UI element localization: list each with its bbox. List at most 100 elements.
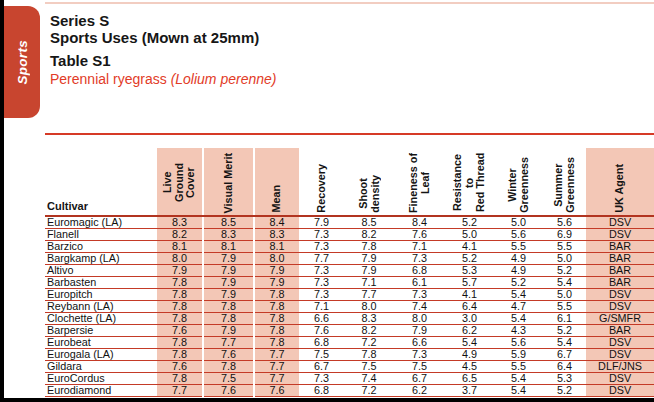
header-titles: Series S Sports Uses (Mown at 25mm) Tabl… (50, 12, 610, 87)
rating-cell: 5.2 (445, 253, 494, 265)
rating-cell: 8.5 (203, 216, 254, 229)
rating-cell: 8.5 (344, 216, 394, 229)
rating-cell: 8.3 (157, 216, 203, 229)
rating-cell: 6.5 (445, 373, 494, 385)
column-header-live-ground-cover: Live Ground Cover (157, 148, 203, 216)
rating-cell: 8.0 (394, 313, 445, 325)
column-header-visual-merit: Visual Merit (203, 148, 254, 216)
rating-cell: 7.3 (299, 289, 344, 301)
cultivar-cell: Flanell (45, 229, 157, 241)
table-row: Barpersie7.67.97.87.68.27.96.24.35.2BAR (45, 325, 654, 337)
rating-cell: 8.1 (157, 241, 203, 253)
rating-cell: 7.6 (254, 385, 299, 397)
column-header-recovery: Recovery (299, 148, 344, 216)
header-row: Cultivar Live Ground Cover Visual Merit … (45, 148, 654, 216)
rating-cell: 4.5 (445, 361, 494, 373)
rating-cell: 5.0 (543, 253, 586, 265)
rating-cell: 7.9 (203, 325, 254, 337)
rating-cell: 7.4 (344, 373, 394, 385)
rating-cell: 4.1 (445, 241, 494, 253)
rating-cell: 8.0 (157, 253, 203, 265)
rating-cell: 5.7 (445, 277, 494, 289)
rating-cell: 7.8 (254, 301, 299, 313)
table-body: Euromagic (LA)8.38.58.47.98.58.45.25.05.… (45, 216, 654, 397)
uk-agent-cell: DSV (586, 337, 654, 349)
rating-cell: 4.9 (494, 265, 543, 277)
rating-cell: 5.6 (494, 229, 543, 241)
rating-cell: 5.4 (543, 277, 586, 289)
rating-cell: 8.1 (254, 241, 299, 253)
rating-cell: 7.9 (203, 289, 254, 301)
rating-cell: 7.6 (394, 229, 445, 241)
uk-agent-cell: BAR (586, 253, 654, 265)
column-header-winter-greenness: Winter Greenness (494, 148, 543, 216)
column-header-summer-greenness: Summer Greenness (543, 148, 586, 216)
rating-cell: 8.2 (344, 229, 394, 241)
table-row: Eurobeat7.87.77.86.87.26.65.45.65.4DSV (45, 337, 654, 349)
cultivar-cell: EuroCordus (45, 373, 157, 385)
cultivar-cell: Eurogala (LA) (45, 349, 157, 361)
uk-agent-cell: BAR (586, 277, 654, 289)
rating-cell: 7.7 (254, 373, 299, 385)
rating-cell: 4.7 (494, 301, 543, 313)
rating-cell: 4.1 (445, 289, 494, 301)
rating-cell: 7.9 (203, 265, 254, 277)
rating-cell: 5.2 (494, 277, 543, 289)
rating-cell: 5.4 (494, 289, 543, 301)
cultivar-cell: Eurobeat (45, 337, 157, 349)
rating-cell: 7.8 (203, 313, 254, 325)
uk-agent-cell: DSV (586, 349, 654, 361)
series-title: Series S (50, 12, 610, 29)
rating-cell: 3.0 (445, 313, 494, 325)
rating-cell: 7.3 (394, 289, 445, 301)
rating-cell: 7.3 (299, 229, 344, 241)
rating-cell: 7.8 (344, 241, 394, 253)
rating-cell: 7.9 (254, 265, 299, 277)
rating-cell: 5.6 (494, 337, 543, 349)
column-header-shoot-density: Shoot density (344, 148, 394, 216)
rating-cell: 8.0 (344, 301, 394, 313)
rating-cell: 7.5 (203, 373, 254, 385)
rating-cell: 5.3 (445, 265, 494, 277)
rating-cell: 5.4 (494, 373, 543, 385)
rating-cell: 5.4 (494, 313, 543, 325)
rating-cell: 7.6 (299, 325, 344, 337)
rating-cell: 7.1 (344, 277, 394, 289)
top-rule (45, 2, 654, 4)
rating-cell: 7.7 (299, 253, 344, 265)
cultivar-cell: Barzico (45, 241, 157, 253)
rating-cell: 5.5 (494, 361, 543, 373)
rating-cell: 5.4 (445, 337, 494, 349)
rating-cell: 6.7 (394, 373, 445, 385)
species-common-name: Perennial ryegrass (50, 71, 171, 87)
table-row: Gildara7.67.87.76.77.57.54.55.56.4DLF/JN… (45, 361, 654, 373)
table-row: Eurodiamond7.77.67.66.87.26.23.75.45.2DS… (45, 385, 654, 397)
rating-cell: 7.6 (203, 385, 254, 397)
rating-cell: 8.3 (254, 229, 299, 241)
rating-cell: 5.2 (445, 216, 494, 229)
rating-cell: 7.7 (157, 385, 203, 397)
sports-section-tab: Sports (4, 6, 40, 118)
cultivar-cell: Barbasten (45, 277, 157, 289)
rating-cell: 7.8 (254, 313, 299, 325)
rating-cell: 7.8 (203, 361, 254, 373)
page-edge-bottom (0, 398, 654, 402)
rating-cell: 5.0 (445, 229, 494, 241)
uk-agent-cell: DSV (586, 229, 654, 241)
rating-cell: 7.9 (157, 265, 203, 277)
rating-cell: 5.4 (543, 337, 586, 349)
rating-cell: 6.4 (543, 361, 586, 373)
rating-cell: 8.4 (394, 216, 445, 229)
cultivar-cell: Clochette (LA) (45, 313, 157, 325)
rating-cell: 7.6 (157, 325, 203, 337)
rating-cell: 8.4 (254, 216, 299, 229)
rating-cell: 7.3 (394, 253, 445, 265)
rating-cell: 7.6 (157, 361, 203, 373)
double-rule (45, 133, 654, 135)
rating-cell: 6.4 (445, 301, 494, 313)
rating-cell: 5.5 (543, 301, 586, 313)
rating-cell: 8.0 (254, 253, 299, 265)
table-row: Europitch7.87.97.87.37.77.34.15.45.0DSV (45, 289, 654, 301)
rating-cell: 5.6 (543, 216, 586, 229)
rating-cell: 7.8 (344, 349, 394, 361)
